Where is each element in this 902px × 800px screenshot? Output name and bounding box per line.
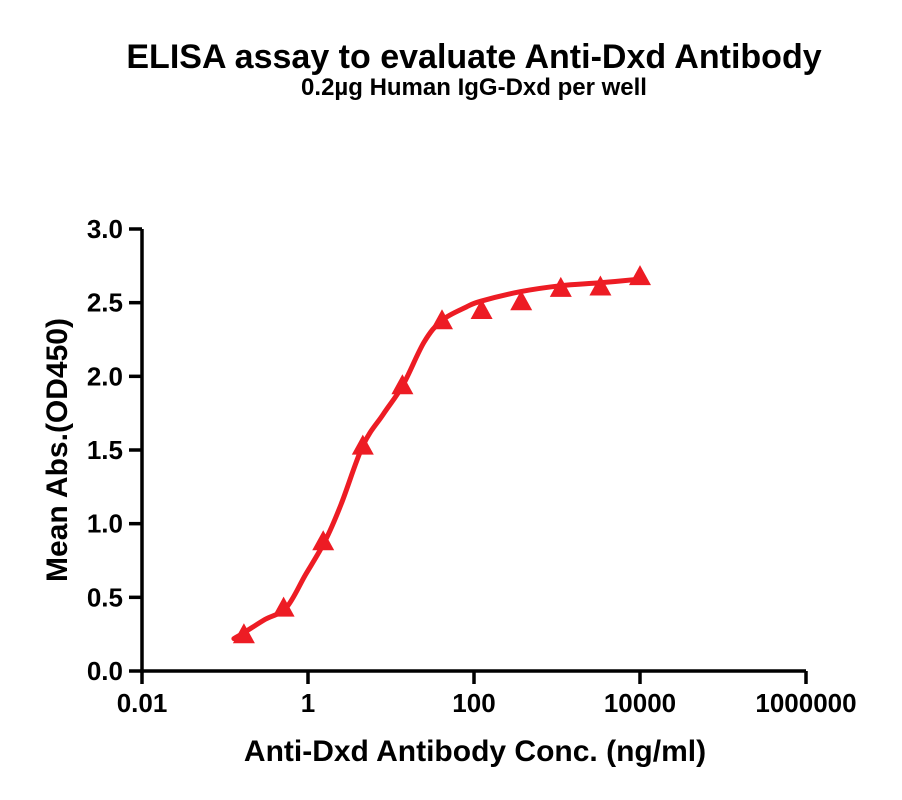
x-tick-label: 100	[452, 688, 495, 718]
x-tick-label: 1000000	[755, 688, 856, 718]
data-point-marker	[272, 596, 295, 617]
data-point-marker	[312, 530, 335, 551]
data-point-marker	[589, 275, 612, 296]
y-tick-label: 2.5	[87, 288, 123, 318]
data-point-marker	[549, 276, 572, 297]
data-point-marker	[629, 265, 651, 286]
data-point-marker	[232, 623, 255, 644]
x-axis-label: Anti-Dxd Antibody Conc. (ng/ml)	[243, 735, 707, 768]
data-point-marker	[470, 299, 493, 319]
y-tick-label: 0.0	[87, 656, 123, 686]
data-point-marker	[391, 374, 414, 395]
data-point-marker	[510, 290, 533, 311]
chart-title: ELISA assay to evaluate Anti-Dxd Antibod…	[126, 38, 822, 76]
y-tick-label: 2.0	[87, 361, 123, 391]
x-tick-label: 0.01	[117, 688, 168, 718]
data-point-marker	[431, 309, 453, 330]
x-tick-label: 10000	[604, 688, 676, 718]
y-tick-label: 1.5	[87, 435, 123, 465]
y-tick-label: 0.5	[87, 582, 123, 612]
chart-subtitle: 0.2µg Human IgG-Dxd per well	[301, 74, 647, 101]
x-tick-label: 1	[301, 688, 315, 718]
data-point-marker	[351, 434, 374, 455]
y-tick-label: 1.0	[87, 509, 123, 539]
y-tick-label: 3.0	[87, 214, 123, 244]
fit-curve-path	[231, 276, 643, 642]
